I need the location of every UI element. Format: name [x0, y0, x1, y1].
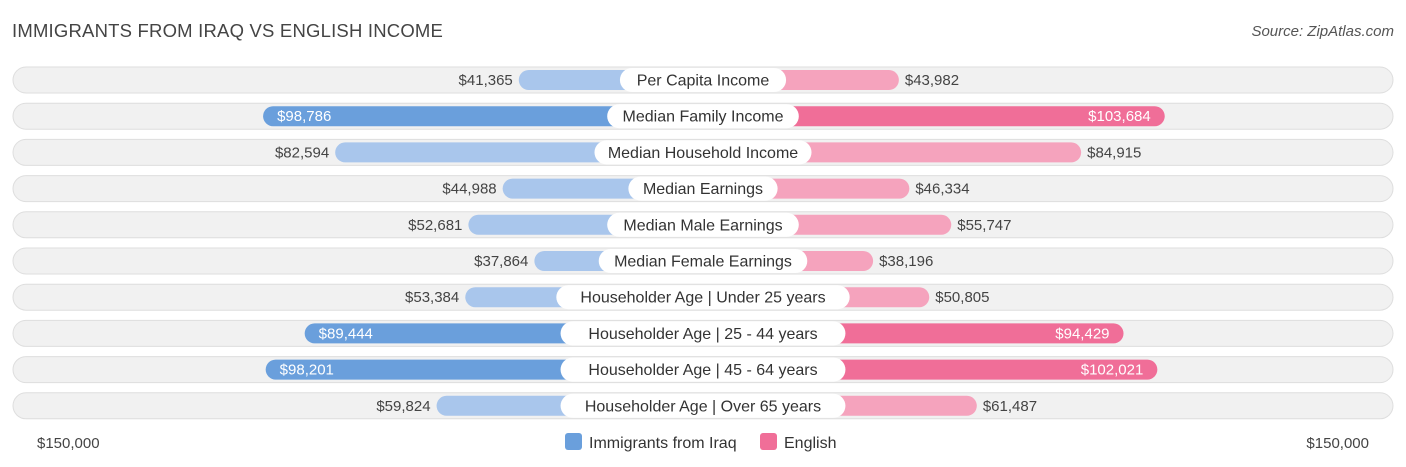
category-label-background	[556, 285, 850, 310]
value-label-english: $50,805	[935, 289, 989, 306]
category-label: Median Household Income	[608, 145, 798, 162]
legend-label-immigrants-from-iraq: Immigrants from Iraq	[589, 435, 737, 452]
value-label-immigrants-from-iraq: $82,594	[275, 144, 329, 161]
category-label: Per Capita Income	[637, 73, 770, 90]
value-label-english: $94,429	[1055, 325, 1109, 342]
value-label-immigrants-from-iraq: $53,384	[405, 289, 459, 306]
category-label: Householder Age | 25 - 44 years	[588, 326, 817, 343]
axis-label-left: $150,000	[37, 435, 100, 452]
value-label-immigrants-from-iraq: $44,988	[442, 181, 496, 198]
value-label-immigrants-from-iraq: $98,786	[277, 108, 331, 125]
value-label-english: $103,684	[1088, 108, 1151, 125]
value-label-immigrants-from-iraq: $41,365	[459, 72, 513, 89]
category-label-background	[628, 176, 778, 201]
value-label-english: $61,487	[983, 398, 1037, 415]
value-label-english: $38,196	[879, 253, 933, 270]
value-label-immigrants-from-iraq: $37,864	[474, 253, 528, 270]
category-label-background	[607, 104, 799, 129]
chart-title: IMMIGRANTS FROM IRAQ VS ENGLISH INCOME	[12, 20, 444, 41]
value-label-english: $46,334	[915, 181, 969, 198]
category-label-background	[619, 68, 787, 92]
category-label-background	[560, 357, 846, 382]
category-label: Median Family Income	[623, 109, 784, 126]
value-label-immigrants-from-iraq: $59,824	[376, 398, 430, 415]
category-label: Median Female Earnings	[614, 254, 792, 271]
value-label-english: $84,915	[1087, 144, 1141, 161]
value-label-english: $43,982	[905, 72, 959, 89]
value-label-immigrants-from-iraq: $52,681	[408, 217, 462, 234]
axis-label-right: $150,000	[1306, 435, 1369, 452]
legend-swatch-immigrants-from-iraq	[565, 433, 582, 450]
chart-source: Source: ZipAtlas.com	[1251, 23, 1394, 40]
category-label: Median Male Earnings	[623, 217, 782, 234]
bar-english	[703, 106, 1165, 127]
value-label-english: $55,747	[957, 217, 1011, 234]
category-label-background	[560, 321, 846, 346]
legend-label-english: English	[784, 435, 836, 452]
category-label-background	[560, 393, 846, 418]
category-label-background	[607, 212, 799, 237]
category-label: Median Earnings	[643, 181, 763, 198]
value-label-immigrants-from-iraq: $89,444	[319, 325, 373, 342]
bar-immigrants-from-iraq	[263, 106, 703, 127]
legend-swatch-english	[760, 433, 777, 450]
value-label-immigrants-from-iraq: $98,201	[280, 362, 334, 379]
category-label-background	[598, 249, 808, 273]
value-label-english: $102,021	[1081, 362, 1144, 379]
category-label: Householder Age | Under 25 years	[580, 290, 825, 307]
category-label: Householder Age | Over 65 years	[585, 398, 821, 415]
category-label-background	[594, 140, 812, 165]
category-label: Householder Age | 45 - 64 years	[588, 362, 817, 379]
